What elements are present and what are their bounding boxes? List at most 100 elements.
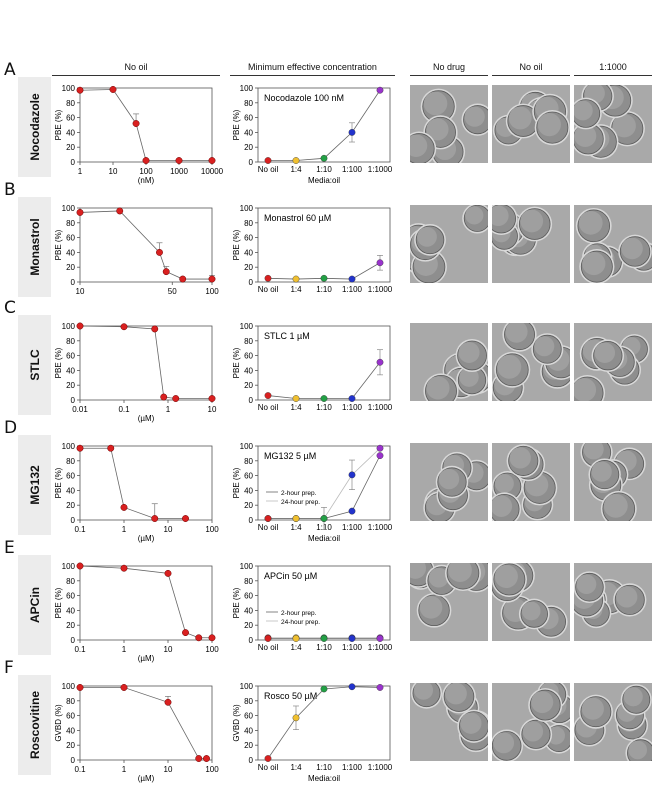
x-axis-label: Media:oil: [308, 774, 340, 783]
data-point: [208, 275, 216, 283]
y-tick-label: 0: [249, 516, 254, 525]
micrograph: [492, 443, 570, 521]
data-point: [164, 569, 172, 577]
oocyte-image: [492, 205, 553, 257]
chart-F-right: 0 20 40 60 80 100 GVBD (%) No oil 1:4 1:10 1:100 1:…: [232, 682, 393, 783]
chart-B-right: 0 20 40 60 80 100 PBE (%) No oil 1:4 1:10 1:100 1:1…: [232, 204, 393, 294]
y-tick-label: 100: [62, 562, 76, 571]
drug-label-box: STLC: [18, 315, 51, 415]
plot-frame: [79, 685, 213, 761]
x-category-label: 1:10: [316, 285, 332, 294]
chart-annotation: STLC 1 µM: [264, 331, 310, 341]
y-tick-label: 100: [62, 322, 76, 331]
y-axis-label: GVBD (%): [232, 704, 241, 742]
data-point: [320, 635, 328, 642]
y-tick-label: 60: [66, 592, 75, 601]
plot-frame: [79, 207, 213, 283]
data-point: [376, 86, 384, 94]
y-tick-label: 20: [244, 381, 253, 390]
data-point: [376, 452, 384, 460]
data-point: [264, 635, 272, 642]
x-tick-label: 0.1: [74, 765, 86, 774]
y-tick-label: 60: [244, 234, 253, 243]
micrograph: [492, 205, 570, 283]
oocyte-cytoplasm: [574, 378, 597, 401]
micrograph: [574, 205, 652, 283]
oocyte-cytoplasm: [419, 596, 443, 619]
data-point: [292, 635, 300, 642]
x-category-label: 1:1000: [368, 285, 393, 294]
data-point: [348, 471, 356, 479]
oocyte-cytoplasm: [508, 106, 532, 130]
y-tick-label: 100: [240, 562, 254, 571]
y-tick-label: 60: [66, 234, 75, 243]
x-tick-label: 10: [208, 405, 217, 414]
data-point: [76, 562, 84, 570]
micrograph: [574, 85, 652, 163]
x-category-label: 1:4: [290, 763, 302, 772]
drug-name: APCin: [27, 587, 42, 623]
y-axis-label: PBE (%): [232, 347, 241, 378]
data-point: [76, 444, 84, 452]
y-tick-label: 60: [244, 352, 253, 361]
data-point: [107, 444, 115, 452]
chart-D-left: 0 20 40 60 80 100 PBE (%) 0.1 1 10 100 (µM): [54, 442, 219, 543]
y-tick-label: 20: [66, 143, 75, 152]
plot-frame: [257, 87, 391, 163]
header-divider: [230, 75, 395, 76]
y-tick-label: 60: [66, 472, 75, 481]
oocyte-cytoplasm: [603, 493, 628, 518]
y-tick-label: 20: [244, 143, 253, 152]
y-tick-label: 60: [244, 712, 253, 721]
series-line: [80, 447, 186, 519]
y-tick-label: 100: [62, 682, 76, 691]
y-axis-label: PBE (%): [54, 587, 63, 618]
data-point: [376, 684, 384, 691]
data-point: [142, 157, 150, 164]
y-tick-label: 80: [66, 577, 75, 586]
y-tick-label: 0: [249, 756, 254, 765]
y-axis-label: PBE (%): [54, 229, 63, 260]
data-point: [120, 684, 128, 691]
y-tick-label: 20: [66, 381, 75, 390]
oocyte-cytoplasm: [612, 114, 636, 138]
oocyte-cytoplasm: [423, 91, 448, 116]
y-tick-label: 80: [244, 219, 253, 228]
oocyte-cytoplasm: [458, 341, 480, 363]
x-category-label: 1:100: [342, 165, 363, 174]
drug-name: STLC: [27, 349, 42, 381]
oocyte-image: [492, 444, 558, 521]
drug-name: Nocodazole: [27, 93, 42, 161]
y-tick-label: 20: [244, 621, 253, 630]
x-axis-label: Media:oil: [308, 176, 340, 185]
x-category-label: 1:4: [290, 165, 302, 174]
oocyte-cytoplasm: [522, 721, 544, 742]
oocyte-image: [574, 334, 650, 401]
x-tick-label: 10: [164, 765, 173, 774]
y-axis-label: PBE (%): [54, 347, 63, 378]
oocyte-image: [492, 323, 570, 401]
y-tick-label: 60: [66, 712, 75, 721]
y-tick-label: 100: [62, 204, 76, 213]
panel-letter: F: [4, 658, 14, 678]
panel-letter: B: [4, 180, 16, 200]
y-tick-label: 80: [244, 697, 253, 706]
header-no-oil: No oil: [124, 62, 148, 72]
data-point: [120, 503, 128, 511]
chart-B-left: 0 20 40 60 80 100 PBE (%) 10 50 100: [54, 204, 219, 296]
micrograph: [410, 563, 488, 641]
header-divider: [492, 75, 570, 76]
oocyte-cytoplasm: [445, 683, 467, 705]
data-point: [116, 207, 124, 215]
data-point: [292, 395, 300, 402]
y-tick-label: 60: [244, 592, 253, 601]
data-point: [76, 86, 84, 94]
oocyte-cytoplasm: [494, 564, 518, 589]
y-tick-label: 100: [62, 84, 76, 93]
data-point: [151, 515, 159, 522]
y-tick-label: 40: [66, 366, 75, 375]
oocyte-cytoplasm: [591, 461, 612, 482]
data-point: [376, 259, 384, 267]
x-category-label: 1:10: [316, 403, 332, 412]
